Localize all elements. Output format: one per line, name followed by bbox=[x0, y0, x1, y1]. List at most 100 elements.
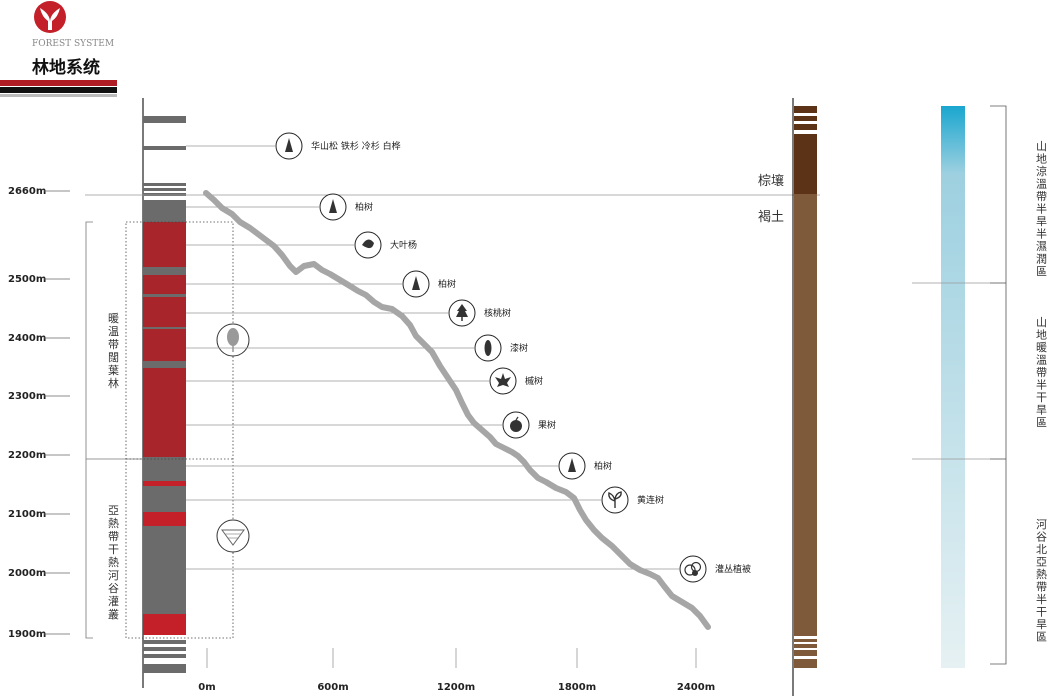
tree-annotation: 槭树 bbox=[186, 367, 543, 395]
brand-bar-black bbox=[0, 87, 117, 93]
tree-label: 黄连树 bbox=[637, 494, 664, 506]
tree-icon-ring bbox=[679, 555, 707, 583]
elevation-label: 2200m bbox=[8, 450, 46, 461]
elevation-label: 2300m bbox=[8, 391, 46, 402]
elevation-label: 2100m bbox=[8, 509, 46, 520]
soil-label-cinnamon: 褐土 bbox=[758, 210, 784, 225]
climate-column: 山地涼溫帶半旱半濕潤區 山地暖溫帶半干旱區 河谷北亞熱帶半干旱區 bbox=[912, 105, 1047, 668]
strata-band bbox=[143, 327, 186, 329]
strata-band bbox=[143, 654, 186, 658]
zone-label-broadleaf: 暖温带闊葉林 bbox=[108, 312, 119, 390]
distance-axis: 0m 600m 1200m 1800m 2400m bbox=[198, 648, 715, 693]
soil-stripe bbox=[794, 130, 817, 134]
soil-stripe bbox=[794, 656, 817, 659]
walnut-tree-icon bbox=[456, 304, 468, 321]
strata-band bbox=[143, 457, 186, 481]
strata-band bbox=[143, 368, 186, 399]
strata-band bbox=[143, 640, 186, 644]
soil-stripe bbox=[794, 121, 817, 124]
elevation-axis: 2660m 2500m 2400m 2300m 2200m 2100m 2000m 1900m bbox=[8, 98, 144, 688]
tree-annotation: 柏树 bbox=[186, 193, 373, 221]
tree-annotation: 果树 bbox=[186, 411, 556, 439]
tree-annotation: 核桃树 bbox=[186, 299, 511, 327]
brand-bar-gray bbox=[0, 94, 117, 97]
strata-band bbox=[143, 664, 186, 673]
tree-label: 柏树 bbox=[438, 278, 456, 290]
tree-label: 华山松 铁杉 冷杉 白桦 bbox=[311, 140, 401, 152]
tree-label: 果树 bbox=[538, 419, 556, 431]
cypress-icon bbox=[329, 199, 337, 213]
tree-label: 柏树 bbox=[355, 201, 373, 213]
distance-label: 1800m bbox=[558, 682, 596, 693]
soil-column: 棕壤 褐土 bbox=[758, 98, 817, 696]
climate-label-warm: 山地暖溫帶半干旱區 bbox=[1036, 316, 1047, 429]
strata-band bbox=[143, 361, 186, 368]
logo-icon bbox=[34, 1, 66, 33]
shrub-cone-icon bbox=[216, 519, 250, 553]
strata-band bbox=[143, 526, 186, 614]
strata-band bbox=[143, 116, 186, 123]
sprout-icon bbox=[608, 491, 622, 508]
climate-gradient-bar bbox=[941, 106, 965, 668]
lacquer-leaf-icon bbox=[484, 340, 492, 356]
tree-label: 柏树 bbox=[594, 460, 612, 472]
strata-band bbox=[143, 267, 186, 275]
brand-bar-red bbox=[0, 80, 117, 86]
strata-band bbox=[143, 183, 186, 186]
brand-block: FOREST SYSTEM 林地系统 bbox=[0, 1, 117, 97]
soil-stripe bbox=[794, 636, 817, 639]
zone-label-shrub: 亞熱帶干熱河谷灌叢 bbox=[108, 504, 119, 621]
tree-label: 大叶杨 bbox=[390, 239, 417, 251]
tree-annotation: 黄连树 bbox=[186, 486, 664, 514]
elevation-label: 1900m bbox=[8, 629, 46, 640]
strata-band bbox=[143, 329, 186, 361]
climate-label-cool: 山地涼溫帶半旱半濕潤區 bbox=[1036, 140, 1047, 278]
terrain-profile-line bbox=[203, 190, 711, 630]
strata-band bbox=[143, 647, 186, 651]
soil-stripe bbox=[794, 648, 817, 650]
elevation-label: 2660m bbox=[8, 186, 46, 197]
strata-band bbox=[143, 146, 186, 150]
distance-label: 0m bbox=[198, 682, 215, 693]
cypress-icon bbox=[568, 458, 576, 472]
strata-column bbox=[143, 116, 186, 673]
strata-band bbox=[143, 481, 186, 486]
tree-annotation: 灌丛植被 bbox=[186, 555, 751, 583]
strata-band bbox=[143, 222, 186, 267]
distance-label: 2400m bbox=[677, 682, 715, 693]
tree-annotation: 柏树 bbox=[186, 270, 456, 298]
climate-label-valley: 河谷北亞熱帶半干旱區 bbox=[1036, 518, 1047, 644]
soil-brown-earth bbox=[794, 106, 817, 194]
tree-annotation: 华山松 铁杉 冷杉 白桦 bbox=[186, 132, 401, 160]
elevation-label: 2000m bbox=[8, 568, 46, 579]
strata-band bbox=[143, 399, 186, 457]
fruit-icon bbox=[510, 416, 522, 432]
tree-label: 灌丛植被 bbox=[715, 563, 751, 575]
soil-label-brown: 棕壤 bbox=[758, 173, 784, 189]
tree-annotation: 大叶杨 bbox=[186, 231, 417, 259]
strata-band bbox=[143, 275, 186, 294]
brand-title: 林地系统 bbox=[32, 57, 100, 78]
tree-label: 核桃树 bbox=[484, 307, 511, 319]
soil-stripe bbox=[794, 642, 817, 644]
elevation-label: 2500m bbox=[8, 274, 46, 285]
strata-band bbox=[143, 294, 186, 297]
shrub-icon bbox=[684, 561, 702, 576]
maple-leaf-icon bbox=[495, 373, 511, 387]
tree-annotation: 柏树 bbox=[186, 452, 612, 480]
poplar-leaf-icon bbox=[362, 239, 374, 249]
distance-label: 600m bbox=[317, 682, 348, 693]
conifer-icon bbox=[285, 138, 293, 152]
strata-band bbox=[143, 512, 186, 526]
brand-subtitle: FOREST SYSTEM bbox=[32, 39, 114, 49]
strata-band bbox=[143, 486, 186, 512]
soil-stripe bbox=[794, 113, 817, 116]
strata-band bbox=[143, 188, 186, 191]
elevation-label: 2400m bbox=[8, 333, 46, 344]
strata-band bbox=[143, 193, 186, 196]
cypress-icon bbox=[412, 276, 420, 290]
strata-band bbox=[143, 200, 186, 206]
strata-band bbox=[143, 297, 186, 327]
strata-band bbox=[143, 206, 186, 222]
